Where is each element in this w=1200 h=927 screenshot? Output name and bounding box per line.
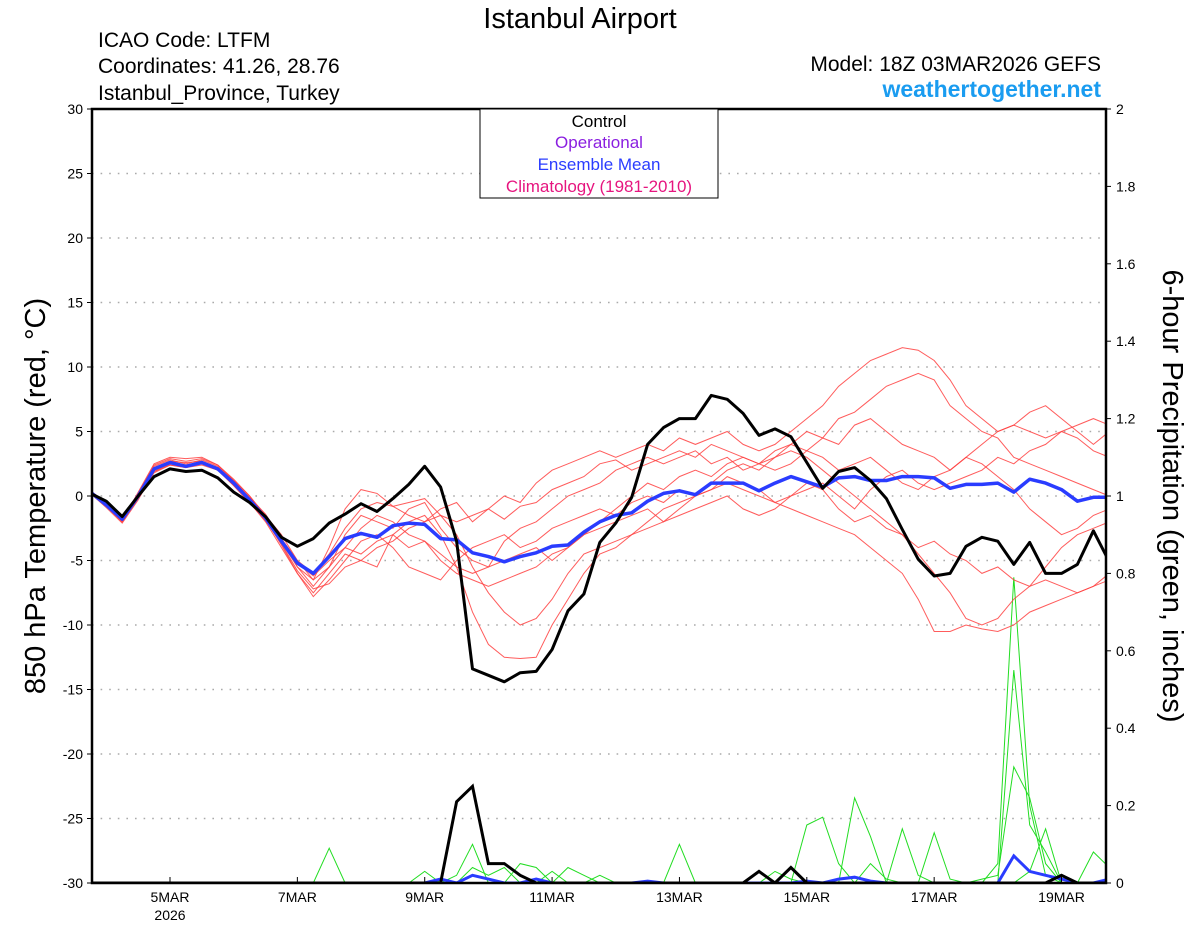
site-link[interactable]: weathertogether.net	[881, 76, 1101, 102]
y-tick-label-right: 1.4	[1116, 333, 1136, 349]
y-tick-label-left: 30	[67, 101, 83, 117]
x-tick-label: 15MAR	[783, 889, 830, 905]
y-tick-label-left: 0	[75, 488, 83, 504]
temp-member-line	[92, 372, 1106, 581]
precip-member-line	[92, 816, 1106, 883]
chart-title: Istanbul Airport	[483, 3, 676, 35]
x-tick-label: 5MAR	[151, 889, 190, 905]
legend-control: Control	[572, 112, 627, 131]
y-axis-left-label: 850 hPa Temperature (red, °C)	[20, 298, 52, 694]
y-axis-right-label: 6-hour Precipitation (green, inches)	[1156, 270, 1188, 723]
temp-member-line	[92, 463, 1106, 598]
y-tick-label-left: -30	[63, 875, 83, 891]
legend: Control Operational Ensemble Mean Climat…	[479, 108, 719, 199]
y-tick-label-right: 0.6	[1116, 643, 1136, 659]
y-tick-label-right: 1.8	[1116, 178, 1136, 194]
precip-mean-line	[92, 853, 1106, 883]
temp-member-line	[92, 464, 1106, 660]
precip-member-line	[92, 765, 1106, 883]
y-tick-label-left: -20	[63, 746, 83, 762]
precip-control-line	[92, 783, 1106, 883]
y-tick-label-right: 0.2	[1116, 798, 1136, 814]
y-tick-label-left: -5	[71, 553, 84, 569]
info-icao: ICAO Code: LTFM	[98, 29, 270, 52]
y-tick-label-right: 0.4	[1116, 720, 1136, 736]
x-tick-label: 7MAR	[278, 889, 317, 905]
precip-member-line	[92, 670, 1106, 883]
y-tick-label-left: 5	[75, 424, 83, 440]
info-location: Istanbul_Province, Turkey	[98, 82, 340, 105]
legend-operational: Operational	[555, 133, 643, 152]
y-tick-label-right: 2	[1116, 101, 1124, 117]
precip-member-line	[92, 796, 1106, 883]
x-tick-year: 2026	[154, 907, 185, 923]
y-tick-label-right: 0.8	[1116, 565, 1136, 581]
precip-member-line	[92, 577, 1106, 883]
y-tick-label-left: -10	[63, 617, 83, 633]
model-info: Model: 18Z 03MAR2026 GEFS	[810, 53, 1101, 76]
y-tick-label-right: 0	[1116, 875, 1124, 891]
x-tick-label: 19MAR	[1038, 889, 1085, 905]
y-tick-label-left: -25	[63, 811, 83, 827]
temp-member-line	[92, 450, 1106, 626]
legend-box	[479, 108, 719, 199]
precip-member-line	[92, 842, 1106, 883]
y-tick-label-left: 20	[67, 230, 83, 246]
temp-control-line	[92, 393, 1106, 684]
y-tick-label-right: 1.2	[1116, 411, 1136, 427]
temp-member-line	[92, 418, 1106, 575]
y-tick-label-left: -15	[63, 682, 83, 698]
y-tick-label-left: 25	[67, 166, 83, 182]
y-tick-label-left: 15	[67, 295, 83, 311]
x-tick-label: 11MAR	[529, 889, 575, 905]
x-tick-label: 9MAR	[405, 889, 444, 905]
legend-ensemble-mean: Ensemble Mean	[538, 155, 661, 174]
x-tick-label: 13MAR	[656, 889, 703, 905]
y-tick-label-left: 10	[67, 359, 83, 375]
legend-climatology: Climatology (1981-2010)	[506, 177, 692, 196]
y-tick-label-right: 1.6	[1116, 256, 1136, 272]
x-tick-label: 17MAR	[911, 889, 958, 905]
info-coordinates: Coordinates: 41.26, 28.76	[98, 55, 340, 78]
y-tick-label-right: 1	[1116, 488, 1124, 504]
